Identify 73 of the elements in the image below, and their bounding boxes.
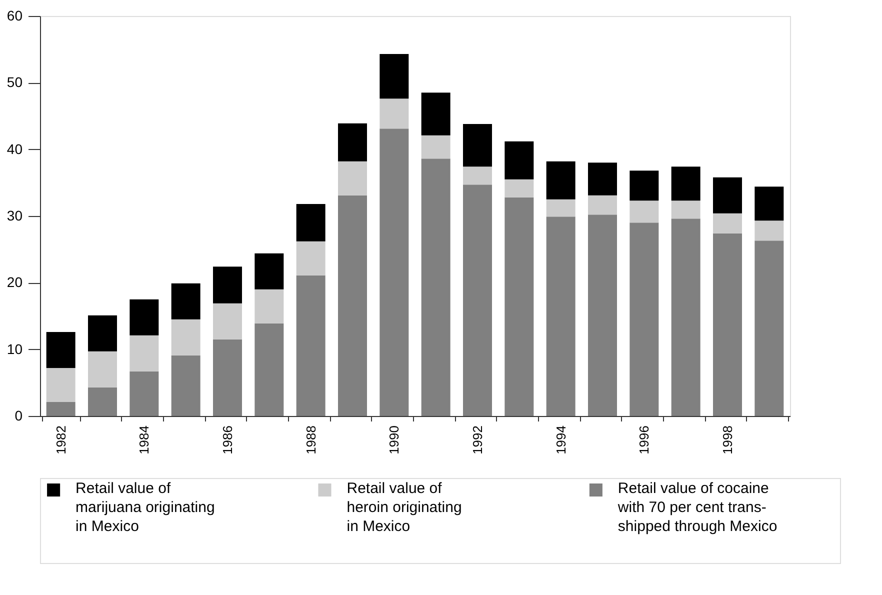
bar xyxy=(546,216,576,416)
bar xyxy=(421,158,450,416)
bar xyxy=(171,283,200,320)
bar xyxy=(88,315,117,352)
x-tick-label: 1984 xyxy=(136,426,152,454)
bar xyxy=(463,124,492,167)
bar xyxy=(421,135,450,159)
bar xyxy=(380,128,409,416)
bar xyxy=(754,240,784,416)
bar xyxy=(504,197,534,416)
bar xyxy=(504,141,534,180)
bar xyxy=(171,319,200,356)
bar xyxy=(46,332,76,368)
x-tick-label: 1992 xyxy=(470,426,485,454)
bar xyxy=(630,170,659,201)
bar xyxy=(546,161,576,200)
bar xyxy=(588,195,617,215)
bar xyxy=(213,303,242,340)
bar xyxy=(588,214,617,416)
bar xyxy=(713,233,742,416)
bar xyxy=(713,177,742,214)
bar xyxy=(338,161,367,196)
y-tick-label: 50 xyxy=(6,74,23,90)
x-tick-label: 1994 xyxy=(553,426,568,454)
bar xyxy=(130,335,159,372)
bar xyxy=(671,200,700,219)
bar xyxy=(546,199,576,217)
bar xyxy=(713,213,742,234)
bar xyxy=(754,220,784,241)
bar xyxy=(630,222,659,416)
bar xyxy=(463,184,492,416)
y-tick-label: 30 xyxy=(6,208,23,224)
x-tick-label: 1990 xyxy=(386,426,402,454)
bar xyxy=(130,299,159,336)
legend-label: Retail value of marijuana originating in Mexico xyxy=(76,480,215,535)
bar xyxy=(338,195,367,416)
bar xyxy=(213,266,242,304)
x-tick-label: 1986 xyxy=(220,426,235,454)
bar xyxy=(254,289,284,324)
bar xyxy=(338,123,367,162)
bar xyxy=(504,179,534,198)
bar xyxy=(380,54,409,99)
bar xyxy=(171,355,200,416)
x-tick-label: 1996 xyxy=(636,426,652,454)
bar xyxy=(88,387,117,416)
bar xyxy=(588,162,617,196)
bar xyxy=(130,371,159,416)
x-tick-label: 1988 xyxy=(303,426,318,454)
bar xyxy=(88,351,117,388)
bar xyxy=(421,92,450,136)
bar xyxy=(380,98,409,129)
x-tick-label: 1982 xyxy=(53,426,68,454)
bar xyxy=(46,402,76,416)
bar xyxy=(213,339,242,416)
y-tick-label: 20 xyxy=(6,274,23,290)
bar xyxy=(296,241,326,276)
bar xyxy=(254,253,284,290)
y-tick-label: 40 xyxy=(6,140,23,157)
bar xyxy=(463,166,492,185)
bar xyxy=(254,323,284,416)
bar xyxy=(630,200,659,223)
bar xyxy=(296,204,326,242)
x-tick-label: 1998 xyxy=(720,426,735,454)
y-tick-label: 10 xyxy=(6,340,23,357)
bar xyxy=(671,166,700,201)
bar xyxy=(296,275,326,416)
legend-label: Retail value of heroin originating in Mexico xyxy=(346,480,462,535)
bar xyxy=(671,218,700,416)
bar xyxy=(46,368,76,402)
legend-label: Retail value of cocaine with 70 per cent trans-shipped through Mexico xyxy=(616,480,778,535)
y-tick-label: 0 xyxy=(14,408,23,424)
y-tick-label: 60 xyxy=(6,8,23,24)
bar xyxy=(754,186,784,221)
